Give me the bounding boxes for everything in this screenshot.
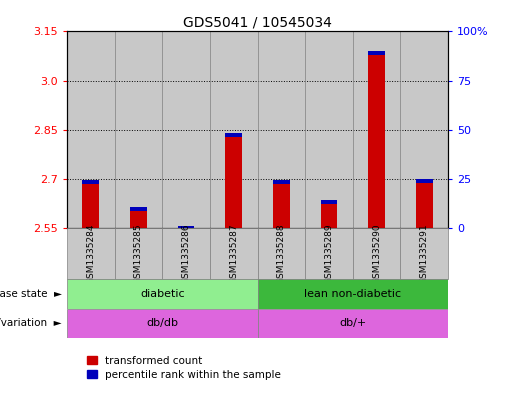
Bar [82,180,99,184]
Bar [273,180,289,228]
Bar [416,179,433,228]
Text: diabetic: diabetic [140,289,184,299]
Bar [416,179,433,183]
Bar [114,228,162,279]
Bar [273,180,289,184]
Bar [114,31,162,228]
Text: GSM1335284: GSM1335284 [87,223,95,284]
Bar [226,133,242,228]
Bar [368,51,385,228]
Text: GSM1335290: GSM1335290 [372,223,381,284]
Text: GSM1335287: GSM1335287 [229,223,238,284]
Text: GSM1335289: GSM1335289 [324,223,333,284]
Text: GSM1335291: GSM1335291 [420,223,428,284]
Text: GSM1335288: GSM1335288 [277,223,286,284]
Bar [67,309,258,338]
Bar [162,31,210,228]
Text: lean non-diabetic: lean non-diabetic [304,289,401,299]
Bar [210,31,258,228]
Bar [130,207,147,228]
Text: GSM1335285: GSM1335285 [134,223,143,284]
Bar [178,226,194,230]
Bar [130,207,147,211]
Bar [353,31,401,228]
Bar [353,228,401,279]
Bar [321,200,337,228]
Text: GSM1335286: GSM1335286 [182,223,191,284]
Text: genotype/variation  ►: genotype/variation ► [0,318,62,328]
Bar [226,133,242,137]
Text: db/db: db/db [146,318,178,328]
Bar [178,226,194,228]
Bar [162,228,210,279]
Bar [258,309,448,338]
Text: db/+: db/+ [339,318,366,328]
Legend: transformed count, percentile rank within the sample: transformed count, percentile rank withi… [82,351,285,384]
Bar [305,228,353,279]
Bar [82,180,99,228]
Bar [210,228,258,279]
Bar [401,228,448,279]
Text: GDS5041 / 10545034: GDS5041 / 10545034 [183,16,332,30]
Bar [305,31,353,228]
Text: disease state  ►: disease state ► [0,289,62,299]
Bar [67,31,115,228]
Bar [401,31,448,228]
Bar [321,200,337,204]
Bar [368,51,385,55]
Bar [258,228,305,279]
Bar [258,31,305,228]
Bar [67,279,258,309]
Bar [258,279,448,309]
Bar [67,228,115,279]
